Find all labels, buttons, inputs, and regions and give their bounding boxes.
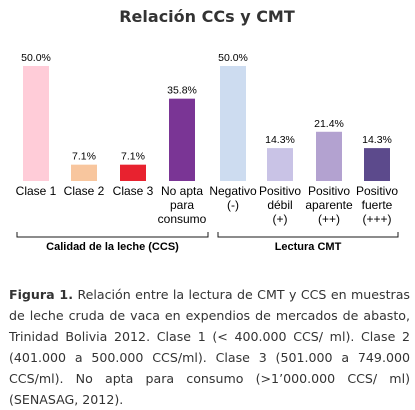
- figure-label: Figura 1.: [9, 287, 73, 302]
- category-label: aparente: [305, 198, 353, 212]
- category-label: Negativo: [209, 184, 257, 198]
- category-label: (-): [227, 198, 239, 212]
- value-label: 14.3%: [265, 134, 295, 146]
- bar: [169, 98, 195, 181]
- category-label: Clase 3: [113, 184, 154, 198]
- category-label: (+++): [362, 212, 391, 226]
- value-label: 7.1%: [72, 151, 96, 163]
- category-label: consumo: [158, 212, 207, 226]
- category-label: (++): [318, 212, 340, 226]
- category-label: débil: [267, 198, 292, 212]
- category-label: fuerte: [362, 198, 393, 212]
- figure-caption: Figura 1. Relación entre la lectura de C…: [9, 284, 410, 410]
- category-label: Clase 1: [16, 184, 57, 198]
- group-label: Lectura CMT: [275, 241, 342, 253]
- group-bracket: [217, 232, 399, 238]
- bar: [267, 148, 293, 181]
- category-label: Clase 2: [64, 184, 105, 198]
- bar: [364, 148, 390, 181]
- category-label: No apta: [161, 184, 203, 198]
- value-label: 14.3%: [362, 134, 392, 146]
- group-label: Calidad de la leche (CCS): [46, 241, 179, 253]
- value-label: 21.4%: [314, 118, 344, 130]
- figure-caption-text: Relación entre la lectura de CMT y CCS e…: [9, 287, 410, 407]
- category-label: Positivo: [356, 184, 398, 198]
- value-label: 50.0%: [21, 52, 51, 64]
- bar: [220, 66, 246, 181]
- category-label: Positivo: [308, 184, 350, 198]
- group-brackets: Calidad de la leche (CCS) Lectura CMT: [16, 232, 399, 253]
- bar: [120, 164, 146, 181]
- category-label: (+): [273, 212, 288, 226]
- value-label: 35.8%: [167, 85, 197, 97]
- bar: [71, 164, 97, 181]
- bar-chart: Relación CCs y CMT 50.0% Clase 1 7.1% Clase…: [16, 7, 399, 253]
- bar: [23, 66, 49, 181]
- category-label: Positivo: [259, 184, 301, 198]
- category-label: para: [170, 198, 194, 212]
- group-bracket: [16, 232, 209, 238]
- chart-title: Relación CCs y CMT: [119, 7, 295, 26]
- bar: [316, 131, 342, 181]
- value-label: 50.0%: [218, 52, 248, 64]
- bars-layer: 50.0% Clase 1 7.1% Clase 2 7.1% Clase 3 35.8% N…: [16, 52, 399, 226]
- value-label: 7.1%: [121, 151, 145, 163]
